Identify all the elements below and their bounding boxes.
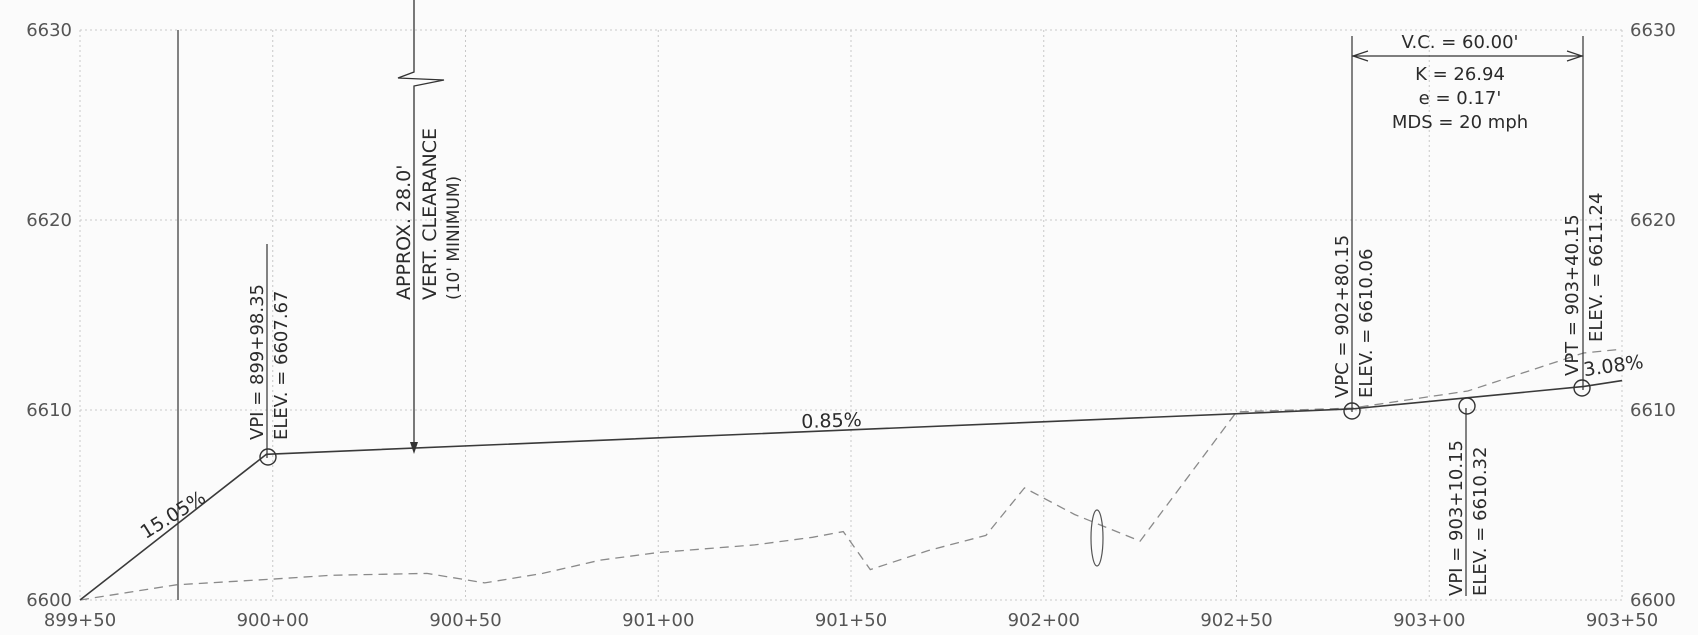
clearance-label-2: VERT. CLEARANCE — [419, 128, 441, 300]
ground-marker-ellipse — [1090, 509, 1104, 567]
e-value-label: e = 0.17' — [1419, 88, 1502, 109]
x-tick-label: 900+50 — [429, 610, 501, 631]
grade-labels: 15.05% 0.85% 3.08% — [137, 351, 1645, 544]
vpi-2-elevation: ELEV. = 6610.32 — [1470, 447, 1491, 596]
vc-length-label: V.C. = 60.00' — [1401, 32, 1518, 53]
vpi-1-elevation: ELEV. = 6607.67 — [271, 291, 292, 440]
mds-label: MDS = 20 mph — [1392, 112, 1528, 133]
y-tick-label-right: 6610 — [1630, 400, 1676, 421]
vertical-curve-data: V.C. = 60.00' K = 26.94 e = 0.17' MDS = … — [1351, 32, 1584, 412]
vpc-elevation: ELEV. = 6610.06 — [1356, 249, 1377, 398]
y-tick-label-left: 6610 — [26, 400, 72, 421]
vpc-circle — [1343, 402, 1361, 420]
vpi-2-station: VPI = 903+10.15 — [1446, 440, 1467, 596]
axes: 6600 6600 6610 6610 6620 6620 6630 6630 899+50 90… — [26, 20, 1676, 631]
vpi-1-station: VPI = 899+98.35 — [247, 284, 268, 440]
x-tick-label: 902+50 — [1200, 610, 1272, 631]
vpi-2-circle — [1458, 397, 1476, 415]
vpi-1-annotation: VPI = 899+98.35 ELEV. = 6607.67 — [247, 244, 292, 466]
x-tick-label: 901+50 — [815, 610, 887, 631]
vpc-station: VPC = 902+80.15 — [1332, 235, 1353, 398]
clearance-label-1: APPROX. 28.0' — [393, 165, 415, 300]
grade-label: 0.85% — [801, 409, 862, 433]
existing-ground — [79, 348, 1623, 601]
x-tick-label: 901+00 — [622, 610, 694, 631]
y-tick-label-right: 6600 — [1630, 590, 1676, 611]
proposed-grade-line — [79, 379, 1623, 601]
vpt-elevation: ELEV. = 6611.24 — [1586, 193, 1607, 342]
vpt-station: VPT = 903+40.15 — [1562, 214, 1583, 376]
x-tick-label: 903+00 — [1393, 610, 1465, 631]
grade-label: 3.08% — [1582, 351, 1645, 381]
y-tick-label-right: 6620 — [1630, 210, 1676, 231]
y-tick-label-right: 6630 — [1630, 20, 1676, 41]
vc-arrow-left — [1351, 50, 1369, 62]
k-value-label: K = 26.94 — [1415, 64, 1505, 85]
y-tick-label-left: 6620 — [26, 210, 72, 231]
proposed-grade — [79, 379, 1623, 601]
grid — [79, 29, 1623, 601]
y-tick-label-left: 6630 — [26, 20, 72, 41]
clearance-label-3: (10' MINIMUM) — [444, 176, 464, 300]
vc-arrow-right — [1566, 50, 1584, 62]
vpi-1-circle — [259, 448, 277, 466]
y-tick-label-left: 6600 — [26, 590, 72, 611]
vpt-annotation: VPT = 903+40.15 ELEV. = 6611.24 — [1562, 193, 1607, 397]
vpc-annotation: VPC = 902+80.15 ELEV. = 6610.06 — [1332, 235, 1377, 420]
grade-label: 15.05% — [137, 487, 210, 544]
x-tick-label: 899+50 — [44, 610, 116, 631]
existing-ground-line — [79, 348, 1623, 601]
clearance-arrowhead — [410, 442, 418, 454]
vpi-2-annotation: VPI = 903+10.15 ELEV. = 6610.32 — [1446, 397, 1491, 596]
vpt-circle — [1573, 379, 1591, 397]
clearance-break-line — [397, 0, 445, 448]
clearance-callout: APPROX. 28.0' VERT. CLEARANCE (10' MINIM… — [393, 0, 464, 454]
x-tick-label: 900+00 — [237, 610, 309, 631]
x-tick-label: 903+50 — [1586, 610, 1658, 631]
x-tick-label: 902+00 — [1008, 610, 1080, 631]
